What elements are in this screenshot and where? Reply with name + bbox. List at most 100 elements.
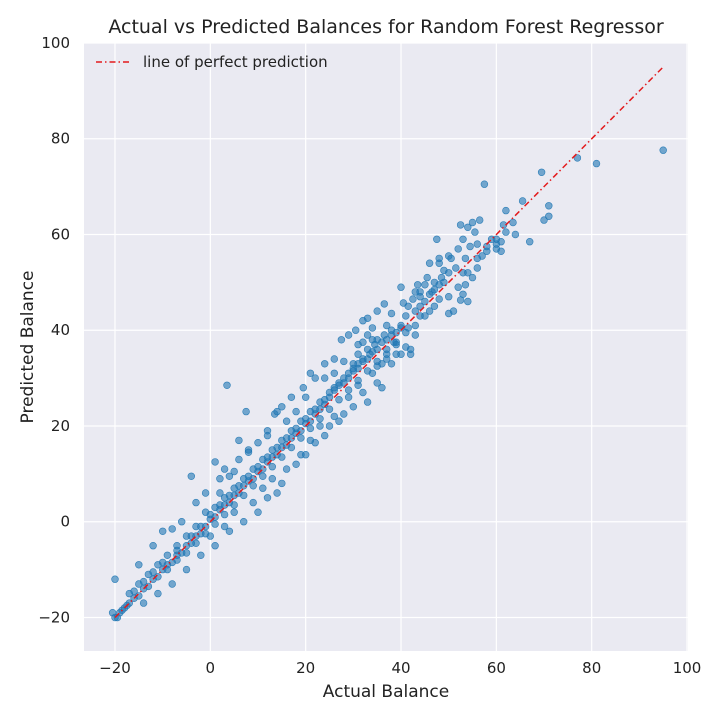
data-point	[321, 374, 329, 382]
data-point	[235, 455, 243, 464]
data-point	[168, 580, 176, 588]
data-point	[340, 357, 348, 366]
data-point	[192, 498, 200, 507]
data-point	[440, 278, 448, 287]
data-point	[273, 407, 281, 416]
data-point	[220, 465, 229, 473]
data-point	[182, 549, 191, 557]
data-point	[421, 281, 429, 289]
reference-line-group	[114, 66, 664, 619]
y-axis-label: Predicted Balance	[18, 270, 38, 423]
data-point	[402, 343, 410, 351]
data-point	[306, 369, 315, 377]
data-point	[387, 360, 396, 368]
data-point	[220, 510, 229, 519]
data-point	[201, 529, 210, 538]
data-point	[235, 482, 243, 490]
x-tick-label: 40	[391, 659, 410, 677]
data-point	[139, 599, 148, 607]
data-point	[387, 331, 396, 339]
data-point	[182, 565, 191, 574]
data-point	[349, 360, 357, 368]
data-point	[278, 479, 286, 488]
data-point	[430, 302, 439, 310]
data-point	[211, 541, 219, 550]
data-point	[359, 388, 367, 397]
data-point	[192, 539, 200, 547]
data-point	[244, 446, 253, 454]
data-point	[459, 235, 467, 244]
y-tick-label: 100	[41, 34, 70, 52]
x-tick-label: 80	[582, 659, 601, 677]
data-point	[216, 475, 224, 483]
data-point	[387, 309, 396, 318]
data-point	[159, 558, 167, 567]
x-tick-label: 100	[673, 659, 702, 677]
data-point	[244, 472, 253, 480]
data-point	[383, 345, 391, 354]
data-point	[363, 314, 372, 322]
data-point	[509, 218, 517, 227]
data-point	[321, 396, 329, 404]
data-point	[354, 376, 362, 385]
y-tick-label: 80	[51, 130, 70, 148]
data-point	[411, 288, 419, 296]
data-point	[352, 326, 360, 334]
tick-labels: −20 0 20 40 60 80 100 −20 0 20 40 60 80 100	[38, 34, 701, 677]
data-point	[173, 556, 181, 564]
data-point	[178, 517, 186, 526]
data-point	[397, 350, 405, 358]
data-point	[216, 489, 224, 497]
data-point	[149, 541, 157, 550]
data-point	[254, 463, 262, 471]
data-point	[273, 489, 281, 497]
data-point	[216, 501, 224, 509]
data-point	[335, 417, 343, 425]
data-point	[414, 281, 422, 289]
data-point	[421, 297, 429, 306]
data-point	[497, 247, 505, 256]
data-point	[421, 312, 429, 320]
data-point	[545, 202, 553, 210]
x-tick-label: −20	[99, 659, 131, 677]
data-point	[223, 381, 231, 389]
data-point	[268, 475, 276, 483]
y-tick-label: 20	[51, 417, 70, 435]
data-point	[378, 338, 386, 346]
data-point	[468, 218, 477, 227]
data-point	[230, 467, 238, 476]
x-tick-label: 0	[206, 659, 216, 677]
data-point	[373, 379, 381, 387]
data-point	[292, 407, 300, 416]
data-point	[187, 472, 196, 480]
data-point	[525, 238, 534, 246]
data-point	[111, 575, 119, 583]
data-point	[235, 436, 243, 445]
data-point	[511, 230, 520, 239]
data-point	[349, 367, 357, 375]
data-point	[373, 307, 381, 315]
data-point	[545, 212, 553, 221]
data-point	[402, 328, 410, 337]
data-point	[163, 565, 172, 574]
perfect-prediction-line	[114, 66, 664, 619]
data-point	[306, 436, 315, 445]
data-point	[359, 357, 367, 366]
data-point	[282, 417, 291, 425]
data-point	[242, 407, 250, 416]
data-point	[368, 348, 377, 356]
data-point	[492, 235, 501, 244]
data-point	[354, 350, 362, 358]
data-point	[383, 321, 391, 330]
data-point	[473, 264, 481, 272]
data-point	[392, 338, 400, 346]
data-point	[259, 484, 267, 492]
data-point	[311, 405, 319, 413]
data-point	[378, 384, 386, 392]
data-point	[363, 331, 372, 339]
data-point	[340, 374, 348, 382]
data-point	[454, 283, 462, 291]
data-point	[425, 290, 434, 298]
data-point	[659, 146, 667, 154]
data-point	[316, 415, 324, 423]
